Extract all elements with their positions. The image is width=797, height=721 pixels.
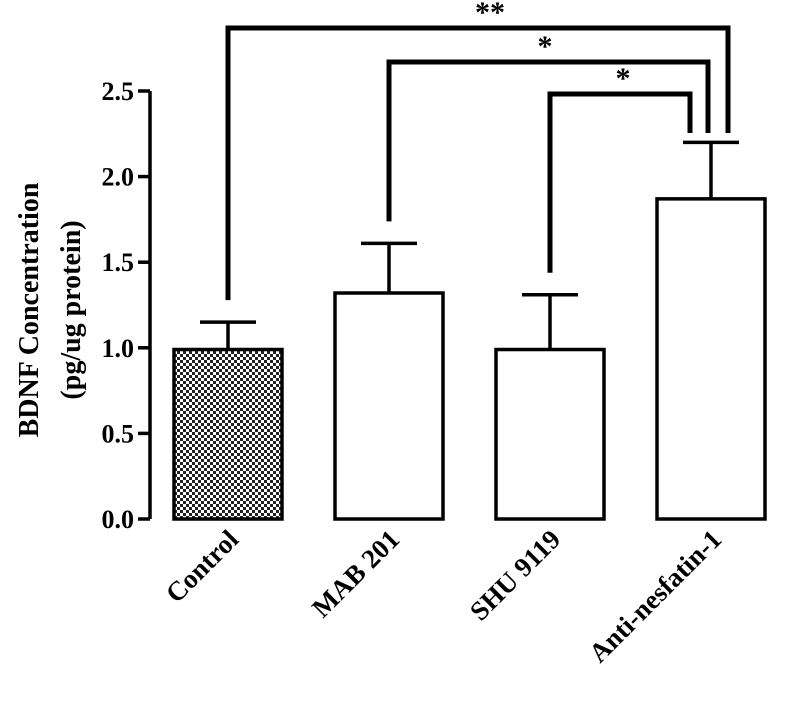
y-tick-label: 0.5: [102, 419, 135, 448]
bar: [494, 347, 606, 521]
significance-label: *: [538, 30, 553, 63]
significance-brackets: [225, 25, 731, 301]
y-axis-label-line-1: BDNF Concentration: [14, 182, 45, 437]
bars: [172, 140, 767, 521]
significance-bracket: [225, 25, 731, 301]
x-tick-label: MAB 201: [306, 524, 405, 623]
y-tick-label: 2.0: [102, 163, 135, 192]
significance-bracket: [547, 91, 693, 273]
y-axis-label-line-2: (pg/ug protein): [56, 220, 87, 399]
bar: [655, 197, 767, 521]
bar: [333, 291, 445, 521]
x-tick-label: SHU 9119: [464, 524, 566, 626]
y-tick-label: 1.5: [102, 248, 135, 277]
significance-label: **: [475, 0, 505, 29]
significance-label: *: [616, 62, 631, 95]
bar: [172, 347, 284, 521]
x-tick-label: Control: [160, 524, 245, 609]
y-tick-label: 1.0: [102, 334, 135, 363]
y-tick-label: 2.5: [102, 77, 135, 106]
x-tick-label: Anti-nesfatin-1: [583, 524, 727, 668]
significance-bracket: [386, 59, 711, 222]
axes: [138, 89, 152, 521]
y-tick-label: 0.0: [102, 505, 135, 534]
